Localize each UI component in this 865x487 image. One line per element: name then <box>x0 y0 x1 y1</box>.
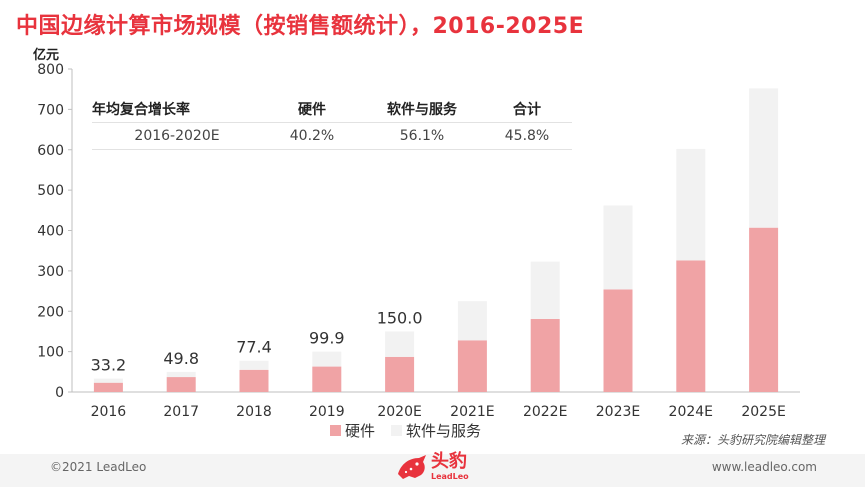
y-tick-label-200: 200 <box>37 304 64 320</box>
x-tick-label-2024E: 2024E <box>669 404 713 420</box>
cell-total-rate: 45.8% <box>504 128 550 144</box>
bar-hardware-2025E <box>749 227 779 392</box>
bar-software-2020E <box>385 331 415 357</box>
bar-software-2025E <box>749 88 779 228</box>
total-label-2017: 49.8 <box>163 349 199 368</box>
legend-swatch-software <box>391 425 403 436</box>
x-tick-label-2018: 2018 <box>236 404 272 420</box>
footer-bar <box>0 454 865 487</box>
bar-hardware-2020E <box>385 356 415 392</box>
y-tick-label-700: 700 <box>37 102 64 118</box>
bar-software-2018 <box>239 360 269 370</box>
bar-hardware-2022E <box>530 318 560 392</box>
legend-label-hardware: 硬件 <box>345 422 376 440</box>
bar-hardware-2024E <box>676 260 706 392</box>
header-software: 软件与服务 <box>387 102 457 118</box>
bar-hardware-2017 <box>166 377 196 392</box>
legend-item-software: 软件与服务 <box>391 420 481 441</box>
y-tick-label-300: 300 <box>37 264 64 280</box>
header-total: 合计 <box>513 102 541 118</box>
legend-swatch-hardware <box>330 425 341 436</box>
bar-hardware-2023E <box>603 289 633 392</box>
total-label-2020E: 150.0 <box>377 308 423 327</box>
logo-text-en: LeadLeo <box>431 472 469 481</box>
y-tick-label-400: 400 <box>37 224 64 240</box>
bar-hardware-2018 <box>239 369 269 392</box>
bar-software-2019 <box>312 351 342 367</box>
chart-title: 中国边缘计算市场规模（按销售额统计），2016-2025E <box>16 14 585 39</box>
header-hardware: 硬件 <box>298 102 326 118</box>
y-tick-label-100: 100 <box>37 345 64 361</box>
bar-software-2022E <box>530 261 560 319</box>
logo-text-cn: 头豹 <box>431 451 467 472</box>
leopard-logo-icon <box>398 455 426 479</box>
bar-hardware-2016 <box>93 382 123 392</box>
source-note: 来源：头豹研究院编辑整理 <box>680 433 825 447</box>
y-tick-label-500: 500 <box>37 183 64 199</box>
total-label-2019: 99.9 <box>309 329 345 348</box>
bar-software-2024E <box>676 148 706 261</box>
growth-table-row: 2016-2020E 40.2% 56.1% 45.8% <box>92 123 572 150</box>
growth-table-header: 年均复合增长率 硬件 软件与服务 合计 <box>92 96 572 123</box>
legend-item-hardware: 硬件 <box>330 420 375 441</box>
legend-label-software: 软件与服务 <box>406 422 482 440</box>
copyright-text: ©2021 LeadLeo <box>50 460 147 474</box>
x-tick-label-2020E: 2020E <box>377 404 421 420</box>
bar-software-2016 <box>93 378 123 383</box>
leadleo-logo: 头豹 LeadLeo <box>395 452 469 482</box>
total-label-2016: 33.2 <box>91 356 127 375</box>
bar-hardware-2019 <box>312 366 342 392</box>
x-tick-label-2022E: 2022E <box>523 404 567 420</box>
bar-software-2021E <box>457 301 487 341</box>
x-tick-label-2023E: 2023E <box>596 404 640 420</box>
x-tick-label-2016: 2016 <box>91 404 127 420</box>
bar-hardware-2021E <box>457 340 487 392</box>
y-axis-unit: 亿元 <box>33 48 60 63</box>
x-tick-label-2025E: 2025E <box>741 404 785 420</box>
x-tick-label-2019: 2019 <box>309 404 345 420</box>
bar-software-2023E <box>603 205 633 290</box>
website-url: www.leadleo.com <box>711 460 817 474</box>
cell-hardware-rate: 40.2% <box>289 128 335 144</box>
cell-period: 2016-2020E <box>134 128 220 144</box>
chart-legend: 硬件 软件与服务 <box>330 420 497 441</box>
growth-rate-table: 年均复合增长率 硬件 软件与服务 合计 2016-2020E 40.2% 56.… <box>92 96 572 150</box>
total-label-2018: 77.4 <box>236 338 272 357</box>
x-tick-label-2017: 2017 <box>163 404 199 420</box>
y-tick-label-0: 0 <box>55 385 64 401</box>
y-tick-label-600: 600 <box>37 143 64 159</box>
y-tick-label-800: 800 <box>37 62 64 78</box>
header-cagr: 年均复合增长率 <box>92 102 190 118</box>
bar-software-2017 <box>166 371 196 378</box>
cell-software-rate: 56.1% <box>399 128 445 144</box>
x-tick-label-2021E: 2021E <box>450 404 494 420</box>
